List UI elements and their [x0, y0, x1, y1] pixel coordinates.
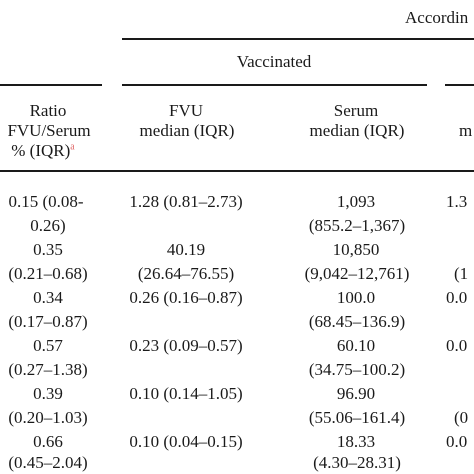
rule-vaccinated: [122, 84, 427, 86]
header-group-label: Accordin: [405, 8, 469, 27]
rule-header-bottom: [0, 170, 474, 172]
header-cut: m: [459, 121, 473, 140]
rule-left: [0, 84, 102, 86]
rule-top: [122, 38, 474, 40]
footnote-marker: a: [70, 141, 75, 153]
header-vaccinated: Vaccinated: [236, 52, 312, 71]
rule-right: [445, 84, 474, 86]
